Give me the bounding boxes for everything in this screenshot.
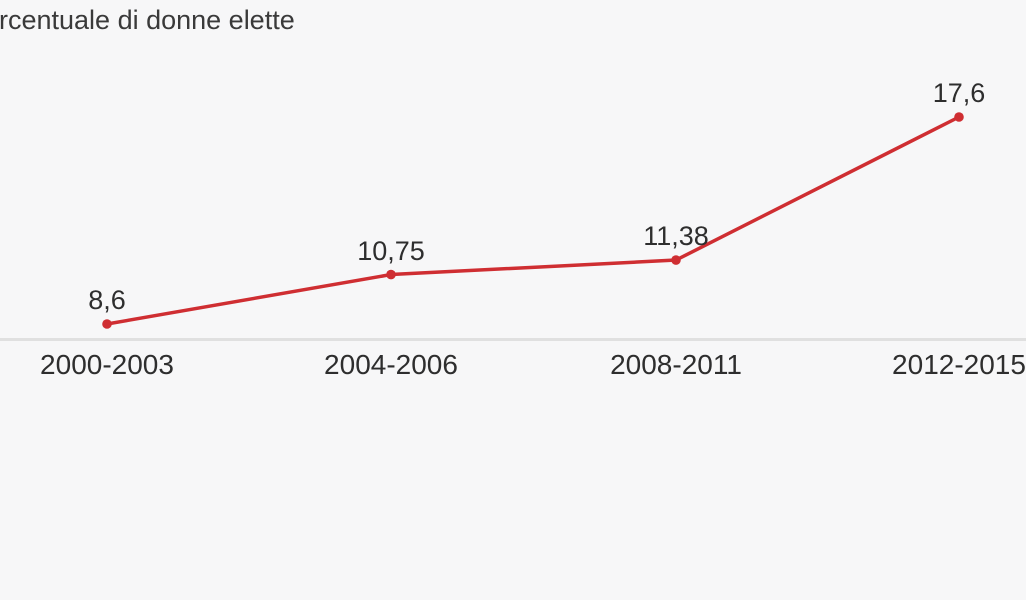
data-point-label: 11,38 xyxy=(643,221,709,252)
x-axis-line xyxy=(0,338,1026,341)
x-axis-tick-label: 2012-2015 xyxy=(892,349,1026,380)
data-point-label: 10,75 xyxy=(357,235,425,266)
data-point[interactable] xyxy=(102,319,112,329)
chart-title: rcentuale di donne elette xyxy=(0,5,295,35)
x-axis-tick-label: 2008-2011 xyxy=(610,349,742,380)
data-point-label: 8,6 xyxy=(88,285,126,315)
x-axis-tick-label: 2000-2003 xyxy=(40,349,174,380)
data-point[interactable] xyxy=(386,269,396,280)
series-line xyxy=(106,115,960,326)
data-point-label: 17,6 xyxy=(932,78,986,108)
data-point[interactable] xyxy=(954,112,964,122)
x-axis-tick-label: 2004-2006 xyxy=(324,349,458,380)
data-point[interactable] xyxy=(671,255,681,265)
